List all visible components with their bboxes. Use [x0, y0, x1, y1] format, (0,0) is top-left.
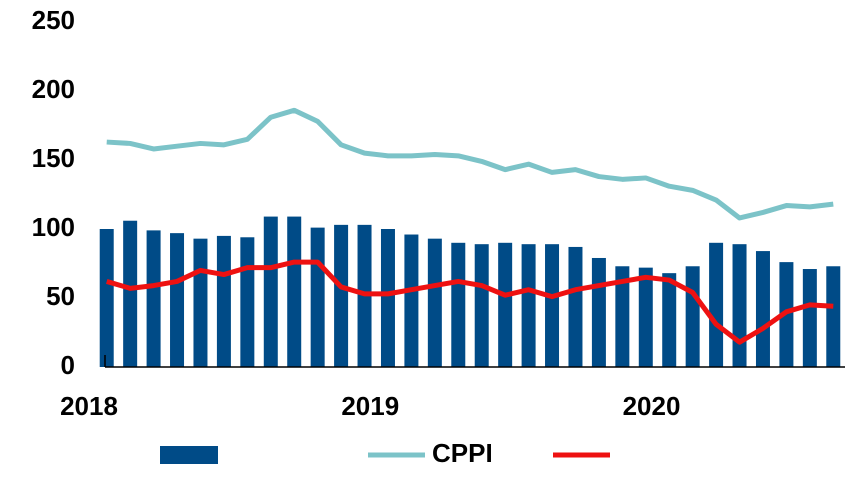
- y-tick-label: 150: [32, 143, 75, 173]
- bar: [380, 229, 395, 367]
- bar: [474, 244, 489, 367]
- legend-label: CPPI: [432, 438, 493, 468]
- y-tick-label: 100: [32, 212, 75, 242]
- bar: [545, 244, 560, 367]
- bar: [240, 237, 255, 367]
- bar: [146, 230, 161, 367]
- legend-swatch: [160, 446, 218, 464]
- bar: [263, 216, 278, 367]
- bar: [216, 235, 231, 367]
- bar: [568, 246, 583, 367]
- bar: [170, 233, 185, 367]
- bar: [287, 216, 302, 367]
- bar: [123, 220, 138, 367]
- y-tick-label: 200: [32, 74, 75, 104]
- bar: [732, 244, 747, 367]
- bar: [802, 269, 817, 367]
- y-tick-label: 50: [46, 281, 75, 311]
- bar: [451, 242, 466, 367]
- bar: [498, 242, 513, 367]
- bar: [310, 227, 325, 367]
- bar: [709, 242, 724, 367]
- bar: [193, 238, 208, 367]
- bar: [755, 251, 770, 367]
- bar: [334, 224, 349, 367]
- bar: [638, 267, 653, 367]
- bar: [685, 266, 700, 367]
- bar: [826, 266, 841, 367]
- bar: [615, 266, 630, 367]
- bar: [99, 229, 114, 367]
- line: [106, 107, 834, 221]
- bar: [404, 234, 419, 367]
- bar: [662, 273, 677, 367]
- bar: [427, 238, 442, 367]
- line: [106, 259, 834, 345]
- y-tick-label: 0: [61, 350, 75, 380]
- x-tick-label: 2019: [341, 391, 399, 421]
- y-tick-label: 250: [32, 5, 75, 35]
- x-tick-label: 2020: [623, 391, 681, 421]
- x-tick-label: 2018: [60, 391, 118, 421]
- bar: [591, 257, 606, 367]
- bar: [521, 244, 536, 367]
